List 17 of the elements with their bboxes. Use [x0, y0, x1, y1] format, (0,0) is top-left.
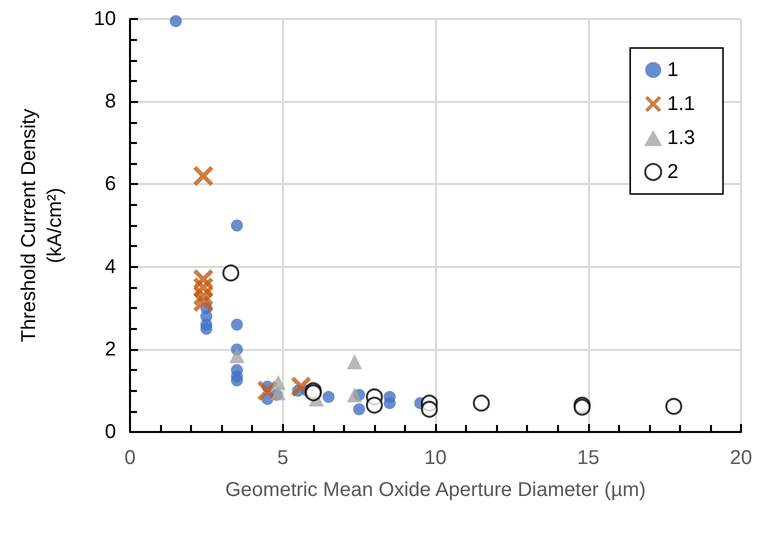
y-tick-label: 8: [104, 90, 116, 113]
y-axis-title: Threshold Current Density (kA/cm²): [18, 108, 66, 342]
y-tick-label: 6: [104, 173, 116, 196]
x-tick-label: 10: [424, 447, 447, 469]
legend-label: 1.3: [667, 127, 696, 149]
x-tick-label: 20: [730, 447, 752, 469]
x-tick-label: 0: [124, 447, 136, 469]
legend-label: 2: [667, 161, 678, 183]
x-tick-label: 5: [277, 447, 288, 469]
y-tick-label: 4: [104, 256, 116, 278]
y-tick-label: 10: [94, 8, 116, 30]
legend-label: 1: [667, 59, 678, 81]
x-axis-title: Geometric Mean Oxide Aperture Diameter (µm): [225, 479, 646, 501]
y-tick-label: 0: [104, 421, 116, 443]
y-tick-label: 2: [104, 338, 116, 360]
legend-label: 1.1: [667, 93, 696, 115]
x-tick-label: 15: [577, 447, 600, 469]
